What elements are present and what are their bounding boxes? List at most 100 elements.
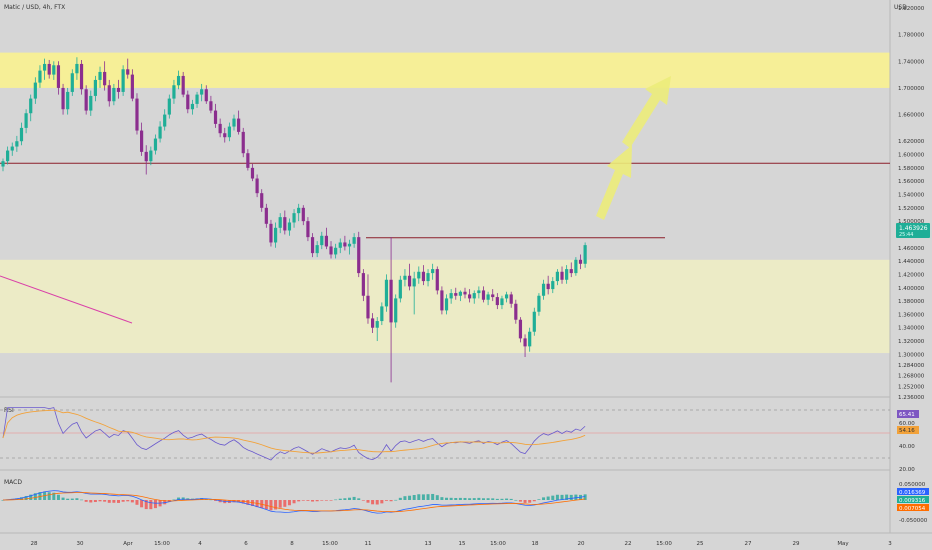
candle[interactable] [301, 205, 305, 226]
candle[interactable] [546, 275, 550, 295]
candle[interactable] [380, 302, 384, 326]
candle[interactable] [528, 327, 532, 352]
candle[interactable] [70, 69, 74, 96]
candle[interactable] [357, 231, 361, 278]
candle[interactable] [107, 79, 111, 107]
candle[interactable] [565, 265, 569, 284]
candle[interactable] [421, 265, 426, 286]
price-axis-ticks[interactable]: 1.820000 1.780000 1.740000 1.700000 1.660000… [898, 6, 925, 401]
candle[interactable] [403, 269, 407, 287]
candle[interactable] [93, 75, 97, 102]
candle[interactable] [384, 274, 389, 312]
candle[interactable] [29, 94, 33, 122]
candle[interactable] [375, 317, 379, 342]
candle[interactable] [537, 293, 541, 316]
candle[interactable] [491, 289, 495, 302]
candle[interactable] [47, 59, 51, 79]
candle[interactable] [551, 277, 555, 294]
candle[interactable] [306, 217, 310, 242]
candle[interactable] [121, 65, 125, 96]
candle[interactable] [440, 286, 444, 315]
candle[interactable] [509, 291, 513, 308]
candle[interactable] [84, 85, 88, 115]
candle[interactable] [172, 79, 176, 104]
candle[interactable] [52, 61, 56, 80]
candle[interactable] [19, 122, 24, 146]
candle[interactable] [283, 210, 287, 235]
candle[interactable] [477, 286, 481, 299]
candle[interactable] [181, 71, 185, 98]
candle[interactable] [273, 222, 278, 248]
candle[interactable] [204, 85, 208, 104]
candle[interactable] [454, 287, 458, 300]
candle[interactable] [56, 61, 61, 95]
candle[interactable] [366, 274, 370, 324]
candle[interactable] [338, 238, 342, 254]
candle[interactable] [541, 279, 546, 300]
candle[interactable] [140, 122, 144, 156]
candle[interactable] [334, 243, 338, 259]
candle[interactable] [66, 87, 70, 115]
candle[interactable] [371, 313, 375, 334]
candle[interactable] [458, 290, 462, 302]
candle[interactable] [352, 233, 356, 248]
candle[interactable] [209, 95, 213, 114]
candle[interactable] [158, 121, 162, 143]
candle[interactable] [15, 135, 19, 152]
candle[interactable] [532, 307, 536, 336]
candle[interactable] [468, 289, 472, 303]
trend-line[interactable] [0, 275, 133, 324]
candle[interactable] [218, 118, 222, 138]
candle[interactable] [361, 269, 365, 302]
candle[interactable] [167, 94, 171, 119]
candle[interactable] [431, 263, 435, 280]
time-axis-labels[interactable]: 28 30 Apr 15:00 4 6 8 15:00 11 13 15 15:00 18 20 22 15:… [31, 541, 893, 547]
candle[interactable] [297, 203, 301, 222]
candle[interactable] [574, 257, 578, 276]
candle[interactable] [103, 61, 107, 91]
candle[interactable] [79, 59, 84, 95]
candle[interactable] [213, 103, 218, 128]
candle[interactable] [481, 286, 486, 303]
candle[interactable] [426, 269, 430, 287]
candle[interactable] [486, 291, 490, 306]
candle[interactable] [153, 134, 158, 155]
candle[interactable] [116, 79, 121, 99]
candle[interactable] [38, 65, 42, 88]
candle[interactable] [269, 219, 273, 247]
candle[interactable] [241, 127, 245, 158]
candle[interactable] [176, 70, 181, 90]
candle[interactable] [195, 91, 199, 108]
candle[interactable] [449, 289, 453, 304]
candle[interactable] [472, 290, 476, 304]
candle[interactable] [583, 242, 587, 268]
candle[interactable] [190, 99, 195, 115]
candle[interactable] [232, 114, 236, 131]
projection-arrows[interactable] [596, 76, 671, 220]
candle[interactable] [444, 294, 449, 315]
projection-arrow-1[interactable] [596, 145, 632, 220]
candle[interactable] [264, 203, 268, 228]
candle[interactable] [560, 266, 564, 284]
candle[interactable] [24, 109, 28, 134]
candle[interactable] [287, 218, 292, 236]
candle[interactable] [435, 266, 439, 295]
candle[interactable] [186, 90, 190, 114]
candle[interactable] [223, 127, 227, 143]
candles-layer[interactable] [1, 57, 587, 383]
candle[interactable] [329, 241, 333, 259]
candle[interactable] [149, 146, 153, 166]
candle[interactable] [246, 149, 250, 171]
candle[interactable] [417, 266, 421, 284]
candle[interactable] [6, 146, 10, 165]
candle[interactable] [260, 189, 264, 212]
candle[interactable] [126, 58, 130, 79]
candle[interactable] [324, 227, 328, 250]
candle[interactable] [407, 263, 412, 291]
candle[interactable] [33, 77, 37, 104]
candle[interactable] [250, 163, 255, 182]
candle[interactable] [42, 58, 47, 80]
candle[interactable] [112, 83, 116, 106]
candle[interactable] [578, 254, 583, 270]
candle[interactable] [398, 275, 402, 303]
